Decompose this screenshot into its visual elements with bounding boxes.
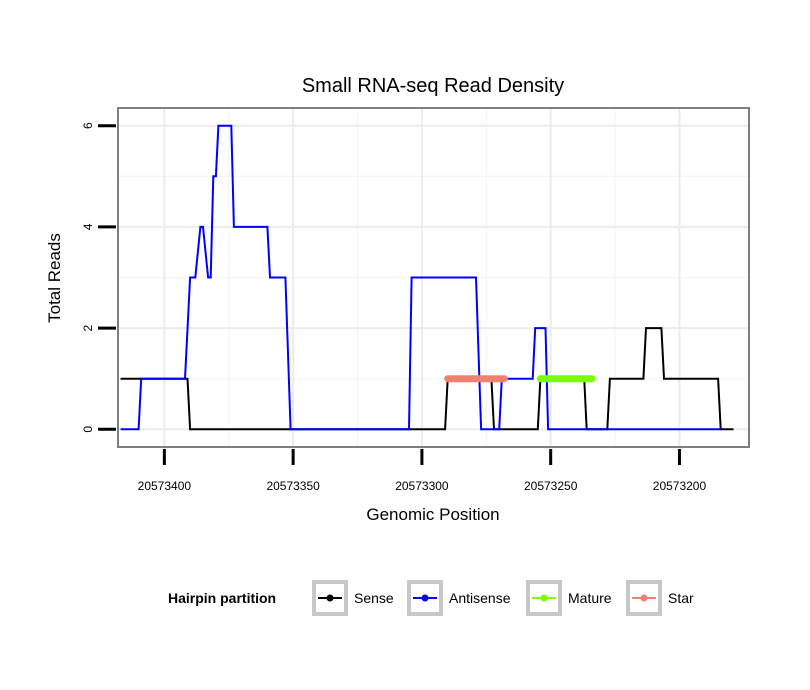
legend-key-point bbox=[640, 594, 648, 602]
legend-title: Hairpin partition bbox=[168, 590, 276, 606]
series-layer bbox=[120, 124, 734, 431]
y-tick-label: 4 bbox=[81, 223, 95, 230]
legend-key-point bbox=[326, 594, 334, 602]
x-tick-label: 20573200 bbox=[653, 479, 707, 493]
y-axis: 0 2 4 6 bbox=[81, 122, 116, 433]
y-tick-label: 2 bbox=[81, 324, 95, 331]
legend-key-point bbox=[540, 594, 548, 602]
series-line-antisense bbox=[120, 124, 721, 431]
legend-label-mature: Mature bbox=[568, 590, 612, 606]
legend-key-point bbox=[421, 594, 429, 602]
y-tick-label: 0 bbox=[81, 426, 95, 433]
y-tick-label: 6 bbox=[81, 122, 95, 129]
x-axis-title: Genomic Position bbox=[366, 505, 499, 524]
x-tick-label: 20573350 bbox=[266, 479, 320, 493]
y-axis-title: Total Reads bbox=[45, 233, 64, 323]
legend-label-antisense: Antisense bbox=[449, 590, 511, 606]
x-tick-label: 20573300 bbox=[395, 479, 449, 493]
chart-title: Small RNA-seq Read Density bbox=[302, 75, 564, 97]
series-line-sense bbox=[120, 327, 734, 431]
legend: Hairpin partition Sense Antisense Mature St… bbox=[168, 580, 694, 616]
x-axis: 20573400 20573350 20573300 20573250 20573200 bbox=[138, 449, 707, 493]
x-tick-label: 20573250 bbox=[524, 479, 578, 493]
x-tick-label: 20573400 bbox=[138, 479, 192, 493]
legend-label-sense: Sense bbox=[354, 590, 394, 606]
legend-label-star: Star bbox=[668, 590, 694, 606]
